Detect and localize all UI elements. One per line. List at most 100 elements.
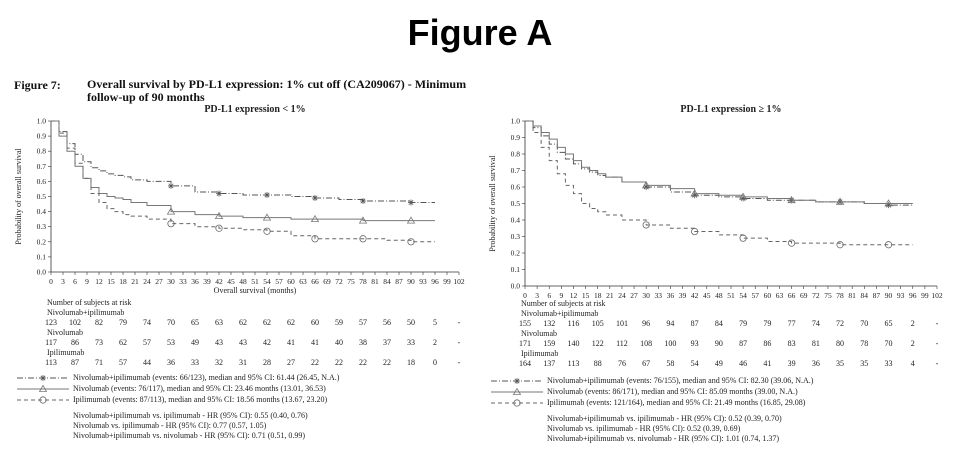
- hazard-ratio-text: Nivolumab+ipilimumab vs. nivolumab - HR …: [547, 434, 780, 443]
- legend-symbol: [17, 384, 69, 392]
- risk-cell: 113: [45, 358, 57, 367]
- censor-marker: [643, 184, 650, 190]
- censor-marker: [311, 235, 319, 243]
- risk-row-values-nivo-ipi: 155 132 116 105 101 96 94 87 84 79 79 77 74 72 70 65 2 -: [0, 319, 960, 329]
- x-axis-label: Overall survival (months): [214, 286, 297, 295]
- x-tick-label: 24: [618, 291, 626, 300]
- risk-cell: -: [935, 359, 939, 368]
- series-nivo: [525, 120, 913, 207]
- risk-cell: 117: [45, 338, 57, 347]
- risk-row-values-nivo: 171 159 140 122 112 108 100 93 90 87 86 83 81 80 78 70 2…: [0, 339, 960, 349]
- risk-cell: 79: [119, 318, 127, 327]
- legend-item-ipi: Ipilimumab (events: 87/113), median and …: [15, 394, 339, 405]
- x-tick-label: 42: [691, 291, 699, 300]
- risk-cell: 22: [311, 358, 319, 367]
- risk-heading-text: Number of subjects at risk: [47, 298, 132, 307]
- risk-cell: 22: [383, 358, 391, 367]
- hazard-ratio-text: Nivolumab+ipilimumab vs. ipilimumab - HR…: [547, 414, 782, 423]
- x-tick-label: 57: [751, 291, 759, 300]
- risk-cell: 87: [690, 319, 699, 328]
- risk-cell: 80: [836, 339, 845, 348]
- risk-cell: 65: [191, 318, 199, 327]
- risk-cell: 49: [191, 338, 199, 347]
- risk-cell: 39: [787, 359, 796, 368]
- hazard-ratio-text: Nivolumab+ipilimumab vs. nivolumab - HR …: [73, 431, 306, 440]
- hazard-ratio-text: Nivolumab+ipilimumab vs. ipilimumab - HR…: [73, 411, 308, 420]
- risk-cell: 74: [811, 319, 820, 328]
- x-tick-label: 66: [788, 291, 796, 300]
- x-tick-label: 60: [764, 291, 772, 300]
- x-tick-label: 81: [848, 291, 856, 300]
- censor-marker: [262, 213, 272, 221]
- y-tick-label: 1.0: [37, 117, 47, 126]
- risk-cell: 88: [593, 359, 602, 368]
- x-tick-label: 18: [119, 277, 127, 286]
- risk-row-name: Nivolumab: [0, 328, 960, 338]
- x-tick-label: 87: [395, 277, 403, 286]
- censor-marker: [216, 190, 222, 197]
- x-tick-label: 45: [703, 291, 711, 300]
- risk-row-label: Nivolumab+ipilimumab: [521, 309, 599, 318]
- x-tick-label: 12: [95, 277, 103, 286]
- x-tick-label: 69: [323, 277, 331, 286]
- x-tick-label: 27: [155, 277, 163, 286]
- legend-marker: [512, 387, 522, 395]
- x-tick-label: 6: [547, 291, 551, 300]
- x-tick-label: 66: [311, 277, 319, 286]
- censor-marker: [835, 197, 845, 205]
- risk-row-name: Ipilimumab: [0, 348, 960, 358]
- risk-cell: -: [457, 358, 461, 367]
- risk-row-values-ipi: 164 137 113 88 76 67 58 54 49 46 41 39 36 35 35 33 4 -: [0, 359, 960, 369]
- x-tick-label: 6: [73, 277, 77, 286]
- censor-marker: [312, 195, 318, 202]
- x-tick-label: 48: [715, 291, 723, 300]
- risk-cell: -: [457, 338, 461, 347]
- risk-cell: 2: [910, 339, 915, 348]
- series-ipi: [525, 120, 913, 249]
- censor-marker: [740, 195, 747, 202]
- risk-cell: 57: [119, 358, 127, 367]
- risk-row-name: Nivolumab+ipilimumab: [0, 308, 960, 318]
- risk-cell: 62: [263, 318, 271, 327]
- x-tick-label: 30: [167, 277, 175, 286]
- risk-cell: 105: [591, 319, 604, 328]
- x-tick-label: 78: [359, 277, 367, 286]
- risk-row-name: Ipilimumab: [0, 349, 960, 359]
- censor-marker: [739, 234, 747, 242]
- risk-cell: 86: [763, 339, 772, 348]
- risk-table-pdl1-lt1: Number of subjects at risk Nivolumab+ipil…: [0, 298, 960, 368]
- x-tick-label: 12: [570, 291, 578, 300]
- km-chart-pdl1-lt1: PD-L1 expression < 1%0 3 6 9 12 15 18 21 24 27 30 3…: [14, 104, 465, 295]
- x-tick-label: 21: [606, 291, 614, 300]
- risk-cell: -: [935, 339, 939, 348]
- censor-marker: [738, 192, 748, 200]
- censor-marker: [885, 202, 892, 209]
- risk-row-values-ipi: 113 87 71 57 44 36 33 32 31 28 27 22 22 22 22 18 0 -: [0, 358, 960, 368]
- risk-cell: 31: [239, 358, 247, 367]
- y-tick-label: 0.8: [511, 150, 521, 159]
- risk-cell: 108: [640, 339, 653, 348]
- risk-cell: 72: [836, 319, 845, 328]
- risk-cell: 49: [714, 359, 723, 368]
- risk-cell: 56: [383, 318, 391, 327]
- risk-cell: 60: [311, 318, 319, 327]
- x-tick-label: 96: [431, 277, 439, 286]
- risk-heading-text: Number of subjects at risk: [521, 299, 606, 308]
- risk-cell: 41: [287, 338, 295, 347]
- y-tick-label: 1.0: [511, 117, 521, 126]
- risk-table-heading: Number of subjects at risk: [0, 299, 960, 309]
- risk-cell: 62: [239, 318, 247, 327]
- legend-text: Nivolumab (events: 86/171), median and 9…: [547, 387, 798, 396]
- risk-cell: 73: [95, 338, 103, 347]
- legend-item-nivo-ipi: Nivolumab+ipilimumab (events: 76/155), m…: [489, 375, 813, 386]
- x-tick-label: 0: [523, 291, 527, 300]
- x-tick-label: 30: [642, 291, 650, 300]
- risk-cell: 159: [543, 339, 556, 348]
- chart-title: PD-L1 expression ≥ 1%: [680, 104, 781, 115]
- x-tick-label: 96: [909, 291, 917, 300]
- x-tick-label: 51: [727, 291, 735, 300]
- risk-cell: 43: [215, 338, 223, 347]
- risk-cell: 18: [407, 358, 415, 367]
- y-axis-label: Probability of overall survival: [488, 155, 497, 252]
- risk-cell: 33: [884, 359, 893, 368]
